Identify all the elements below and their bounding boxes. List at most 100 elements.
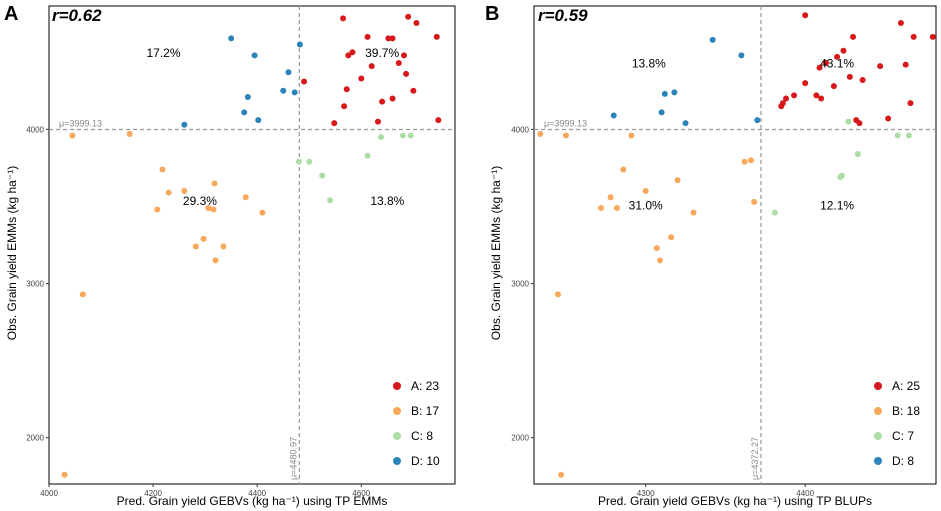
data-point-d [738,52,745,59]
data-point-a [816,64,823,71]
data-point-a [368,63,375,70]
data-point-a [813,92,820,99]
data-point-a [385,35,392,42]
quadrant-percentage: 12.1% [820,199,854,213]
data-point-d [661,90,668,97]
y-tick-label: 4000 [511,125,529,134]
data-point-a [403,70,410,77]
legend-label: A: 25 [892,379,920,393]
data-point-a [929,33,936,40]
data-point-b [554,291,561,298]
data-point-c [838,172,845,179]
data-point-a [897,19,904,26]
legend: A: 23 B: 17 C: 8 D: 10 [393,379,440,468]
panel-label: B [485,3,499,25]
data-point-d [682,120,689,127]
quadrant-percentage: 43.1% [820,57,854,71]
data-point-c [845,118,852,125]
data-point-a [395,60,402,67]
data-point-b [628,132,635,139]
x-tick-label: 4400 [796,489,814,498]
data-point-a [791,92,798,99]
quadrant-percentage: 39.7% [365,46,399,60]
legend-label: A: 23 [411,379,439,393]
data-point-d [754,117,761,124]
data-point-b [598,204,604,211]
data-point-b [747,157,754,164]
data-point-a [818,95,825,102]
data-point-d [251,52,258,59]
quadrant-percentage: 29.3% [183,194,217,208]
data-point-b [741,158,748,165]
plot-frame [533,5,937,485]
data-point-a [349,49,356,56]
data-point-a [802,12,809,19]
data-point-b [211,180,218,187]
data-point-a [410,87,417,94]
y-tick-label: 4000 [26,125,44,134]
panel-b: B r=0.59 μ=3999.13 μ=4372.27 4300 4400 2000… [485,3,937,508]
quadrant-labels: 17.2% 39.7% 29.3% 13.8% [146,46,404,208]
mean-observed-label: μ=3999.13 [544,118,587,128]
data-point-b [61,471,68,478]
data-point-c [894,132,901,139]
legend-label: B: 18 [892,404,920,418]
data-point-c [327,197,334,204]
data-point-a [343,86,350,93]
panel-a: A r=0.62 μ=3999.13 μ=4480.97 4000 4200 4400… [4,3,456,508]
legend-label: B: 17 [411,404,439,418]
mean-predicted-label: μ=4480.97 [288,437,298,480]
x-axis-label: Pred. Grain yield GEBVs (kg ha⁻¹) using … [598,494,872,508]
data-point-d [610,112,617,119]
data-point-b [212,257,219,264]
axis-ticks: 4300 4400 2000 3000 4000 [511,125,814,498]
data-point-d [296,41,303,48]
legend: A: 25 B: 18 C: 7 D: 8 [874,379,920,468]
data-point-b [653,245,660,252]
data-point-a [340,15,347,22]
data-point-d [280,87,287,94]
data-point-a [389,95,396,102]
data-point-b [259,209,266,216]
quadrant-percentage: 13.8% [632,57,666,71]
x-tick-label: 4400 [248,489,266,498]
mean-observed-label: μ=3999.13 [59,118,102,128]
data-point-a [358,75,365,82]
reference-lines: μ=3999.13 μ=4480.97 [49,6,455,484]
quadrant-percentage: 17.2% [146,46,180,60]
data-point-a [331,120,338,127]
data-point-b [674,177,681,184]
data-point-d [658,109,665,116]
data-point-d [241,109,248,116]
data-point-a [830,83,837,90]
data-point-b [220,243,227,250]
data-point-c [407,132,414,139]
x-tick-label: 4200 [144,489,162,498]
x-tick-label: 4300 [637,489,655,498]
data-point-a [846,73,853,80]
data-point-b [620,166,627,173]
data-point-a [341,103,348,110]
data-point-a [364,33,371,40]
data-point-b [159,166,166,173]
data-point-a [902,61,909,68]
data-point-a [910,33,917,40]
data-point-b [126,130,133,137]
data-point-c [319,172,326,179]
legend-marker [393,457,401,465]
legend-label: D: 10 [411,454,440,468]
data-point-a [885,115,892,122]
data-point-d [228,35,235,42]
panel-label: A [4,3,18,25]
r-label: r=0.59 [538,6,588,25]
data-point-d [255,117,262,124]
data-point-a [389,35,396,42]
data-point-b [242,194,249,201]
y-axis-label: Obs. Grain yield EMMs (kg ha⁻¹) [5,166,19,340]
data-point-a [379,98,386,105]
data-point-a [435,117,442,124]
data-point-b [79,291,86,298]
data-point-b [192,243,199,250]
data-point-c [378,134,385,141]
